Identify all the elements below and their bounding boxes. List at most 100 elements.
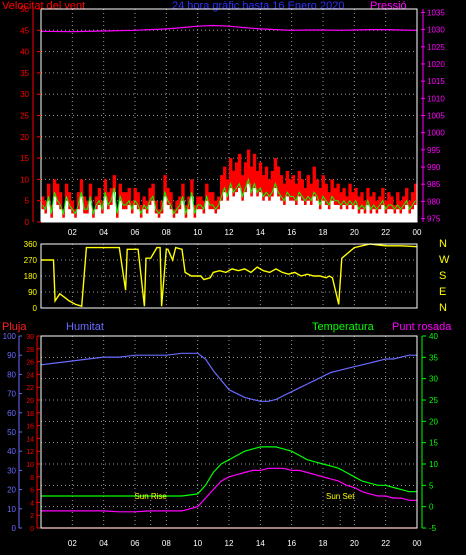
wind-avg-bar [187, 209, 191, 222]
direction-line [41, 243, 418, 308]
wind-tick-label: 0 [25, 218, 30, 227]
wind-avg-bar [55, 204, 60, 222]
wind-avg-bar [405, 204, 409, 222]
pressure-tick-label: 1000 [427, 129, 445, 138]
temperature-tick-label: 0 [429, 503, 434, 512]
weather-x-tick-label: 02 [68, 539, 77, 548]
wind-gust-bar [351, 192, 355, 222]
direction-compass-label: E [439, 286, 446, 298]
wind-avg-bar [411, 209, 415, 222]
wind-avg-bar [390, 209, 394, 222]
pressure-line [40, 24, 418, 33]
wind-tick-label: 35 [20, 69, 29, 78]
wind-gust-bar [321, 175, 325, 222]
wind-avg-bar [130, 213, 134, 222]
weather-x-tick-label: 12 [225, 539, 234, 548]
wind-gust-bar [55, 183, 60, 222]
wind-avg-bar [157, 217, 161, 222]
dewpoint-label: Punt rosada [392, 321, 452, 333]
wind-avg-bar [384, 213, 388, 222]
wind-avg-bar [240, 200, 245, 222]
wind-gust-bar [157, 209, 161, 222]
wind-avg-bar [285, 196, 290, 222]
wind-gust-bar [261, 175, 266, 222]
wind-avg-bar [261, 200, 266, 222]
wind-avg-bar [166, 204, 170, 222]
wind-avg-bar [88, 200, 93, 222]
wind-x-tick-label: 02 [68, 228, 77, 237]
wind-gust-bar [372, 192, 376, 222]
wind-gust-bar [58, 192, 63, 222]
wind-avg-bar [396, 209, 400, 222]
wind-avg-line [42, 177, 416, 216]
wind-avg-bar [252, 187, 257, 222]
wind-gust-bar [312, 166, 316, 222]
wind-avg-bar [300, 200, 305, 222]
wind-gust-bar [342, 187, 346, 222]
wind-gust-bar [109, 187, 114, 222]
temperature-tick-label: 35 [429, 353, 438, 362]
wind-avg-bar [136, 209, 140, 222]
wind-tick-label: 45 [20, 26, 29, 35]
wind-avg-bar [109, 204, 114, 222]
wind-avg-bar [237, 187, 242, 222]
wind-gust-bar [249, 166, 254, 222]
wind-avg-bar [318, 209, 322, 222]
weather-x-tick-label: 00 [413, 539, 422, 548]
wind-avg-bar [121, 209, 125, 222]
wind-gust-bar [279, 175, 284, 222]
wind-avg-bar [315, 200, 319, 222]
wind-gust-bar [220, 175, 224, 222]
rain-tick-label: 24 [26, 372, 34, 379]
wind-avg-bar [82, 213, 87, 222]
wind-avg-bar [193, 217, 197, 222]
wind-avg-bar [291, 200, 296, 222]
rain-tick-label: 20 [26, 398, 34, 405]
wind-avg-bar [273, 187, 278, 222]
wind-avg-bar [276, 196, 281, 222]
weather-x-tick-label: 04 [99, 539, 108, 548]
wind-avg-bar [94, 209, 99, 222]
direction-frame [40, 243, 418, 309]
wind-gust-bar [175, 200, 179, 222]
wind-gust-bar [306, 175, 310, 222]
dewpoint-line [41, 467, 417, 513]
wind-avg-bar [348, 204, 352, 222]
wind-avg-bar [333, 204, 337, 222]
weather-x-tick-label: 16 [287, 539, 296, 548]
wind-avg-bar [399, 213, 403, 222]
wind-avg-bar [151, 200, 155, 222]
wind-gust-bar [73, 209, 78, 222]
wind-avg-bar [306, 200, 310, 222]
wind-gust-bar [375, 200, 379, 222]
wind-gust-bar [396, 192, 400, 222]
wind-gust-bar [127, 187, 131, 222]
wind-gust-bar [133, 187, 137, 222]
wind-avg-bar [378, 209, 382, 222]
wind-avg-bar [103, 196, 108, 222]
pressure-tick-label: 1030 [427, 26, 445, 35]
wind-avg-bar [199, 209, 203, 222]
wind-avg-bar [169, 209, 173, 222]
wind-gust-bar [303, 187, 307, 222]
wind-gust-bar [121, 192, 125, 222]
wind-gust-bar [363, 200, 367, 222]
wind-avg-bar [312, 196, 316, 222]
pressure-tick-label: 995 [427, 146, 441, 155]
wind-gust-bar [276, 166, 281, 222]
wind-avg-bar [214, 213, 218, 222]
wind-tick-label: 15 [20, 154, 29, 163]
wind-x-tick-label: 00 [413, 228, 422, 237]
rain-tick-label: 26 [26, 360, 34, 367]
wind-gust-bar [327, 192, 331, 222]
wind-gust-bar [336, 183, 340, 222]
rain-tick-label: 6 [30, 488, 34, 495]
pressure-tick-label: 1035 [427, 8, 445, 17]
wind-x-tick-label: 20 [350, 228, 359, 237]
wind-gust-bar [166, 187, 170, 222]
wind-avg-bar [229, 187, 233, 222]
wind-gust-bar [354, 187, 358, 222]
wind-tick-label: 5 [25, 197, 30, 206]
wind-avg-bar [217, 209, 221, 222]
wind-avg-bar [79, 196, 84, 222]
